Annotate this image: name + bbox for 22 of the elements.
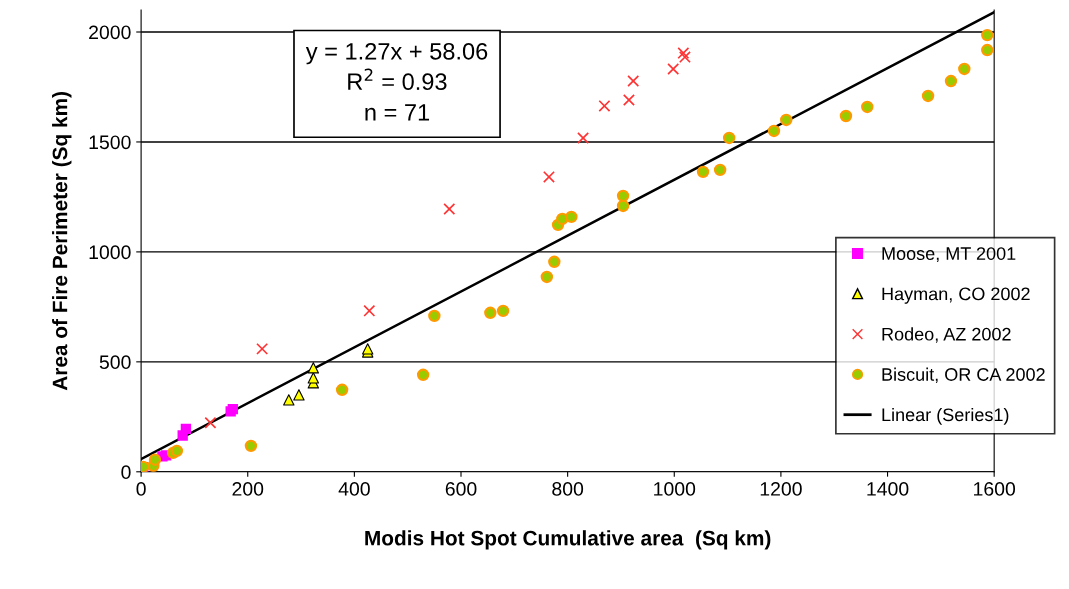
y-tick-label: 2000 bbox=[89, 25, 131, 40]
x-tick-label: 600 bbox=[445, 482, 477, 496]
x-tick-label: 1000 bbox=[654, 482, 696, 496]
annotation: y = 1.27x + 58.06 R$^{2}$ = 0.93 n = 71 bbox=[305, 42, 488, 121]
x-tick-label: 800 bbox=[552, 482, 584, 496]
y-tick-label: 1500 bbox=[89, 135, 131, 150]
y-tick-label: 1000 bbox=[89, 245, 131, 260]
x-tick-label: 1200 bbox=[760, 482, 802, 496]
legend-label: Hayman, CO 2002 bbox=[882, 287, 1030, 304]
legend-label: Linear (Series1) bbox=[882, 407, 1009, 425]
x-axis-title: Modis Hot Spot Cumulative area (Sq km) bbox=[365, 530, 771, 550]
x-tick-label: 0 bbox=[136, 482, 146, 496]
x-tick-label: 200 bbox=[232, 482, 264, 496]
x-tick-label: 1600 bbox=[974, 482, 1016, 496]
y-tick-label: 500 bbox=[99, 355, 131, 370]
y-tick-label: 0 bbox=[121, 465, 131, 480]
legend-label: Rodeo, AZ 2002 bbox=[882, 327, 1011, 343]
legend-label: Biscuit, OR CA 2002 bbox=[882, 367, 1045, 384]
x-tick-label: 1400 bbox=[867, 482, 909, 496]
x-tick-label: 400 bbox=[338, 482, 370, 496]
legend-label: Moose, MT 2001 bbox=[882, 247, 1016, 263]
y-axis-title: Area of Fire Perimeter (Sq km) bbox=[52, 92, 72, 391]
